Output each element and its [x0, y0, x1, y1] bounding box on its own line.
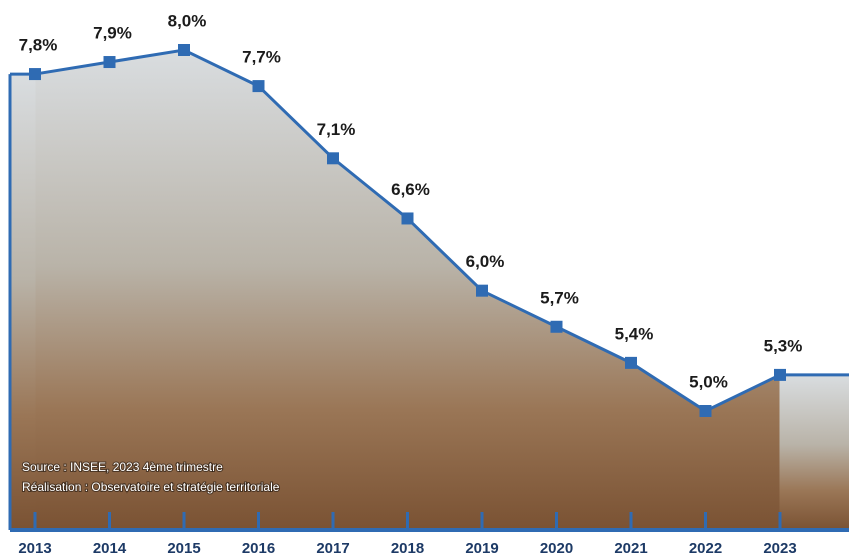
value-label: 5,0% — [689, 372, 728, 391]
value-label: 5,7% — [540, 288, 579, 307]
area-layer — [10, 50, 849, 530]
point-marker — [178, 44, 190, 56]
x-tick-label: 2015 — [167, 540, 200, 557]
x-tick-label: 2013 — [18, 540, 51, 557]
credit-note: Réalisation : Observatoire et stratégie … — [22, 480, 280, 494]
value-label: 5,4% — [615, 324, 654, 343]
value-label: 6,6% — [391, 180, 430, 199]
point-marker — [327, 152, 339, 164]
x-tick-label: 2022 — [689, 540, 722, 557]
point-marker — [774, 369, 786, 381]
value-label: 8,0% — [168, 11, 207, 30]
chart: 7,8% 2013 7,9% 2014 8,0% 2015 7,7% 2016 7,1% 2017… — [0, 0, 849, 558]
x-tick-label: 2018 — [391, 540, 424, 557]
value-label: 5,3% — [764, 336, 803, 355]
value-label: 7,9% — [93, 24, 132, 43]
value-label: 6,0% — [466, 252, 505, 271]
point-marker — [476, 285, 488, 297]
x-tick-label: 2014 — [93, 540, 127, 557]
x-tick-label: 2017 — [316, 540, 349, 557]
x-tick-label: 2016 — [242, 540, 275, 557]
value-label: 7,8% — [19, 36, 58, 55]
area-extension — [780, 375, 849, 530]
page: 7,8% 2013 7,9% 2014 8,0% 2015 7,7% 2016 7,1% 2017… — [0, 0, 849, 558]
value-label: 7,1% — [317, 120, 356, 139]
point-marker — [700, 405, 712, 417]
area — [35, 50, 780, 530]
point-marker — [104, 56, 116, 68]
point-marker — [551, 321, 563, 333]
x-tick-label: 2021 — [614, 540, 647, 557]
source-note: Source : INSEE, 2023 4ème trimestre — [22, 460, 223, 474]
value-label: 7,7% — [242, 48, 281, 67]
point-marker — [625, 357, 637, 369]
x-tick-label: 2019 — [465, 540, 498, 557]
point-marker — [402, 212, 414, 224]
point-marker — [29, 68, 41, 80]
x-tick-label: 2023 — [763, 540, 796, 557]
x-tick-label: 2020 — [540, 540, 573, 557]
point-marker — [253, 80, 265, 92]
